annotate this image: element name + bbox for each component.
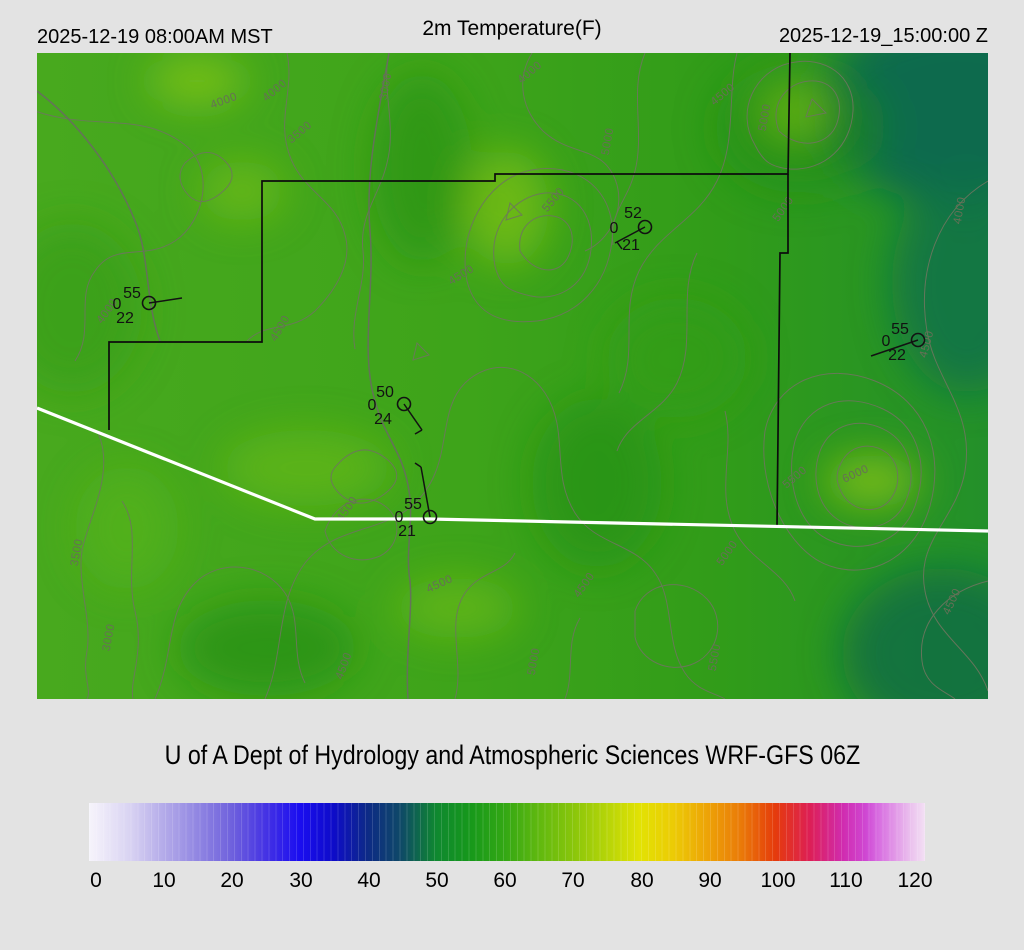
highway-line xyxy=(37,406,988,533)
page-title: 2m Temperature(F) xyxy=(422,17,602,40)
wind-barb-tick xyxy=(616,241,623,250)
svg-text:5000: 5000 xyxy=(600,127,617,156)
tick-label: 50 xyxy=(425,869,449,892)
station-circle xyxy=(422,509,438,525)
station-plot-west: 55 0 22 xyxy=(113,285,183,327)
credit-text: U of A Dept of Hydrology and Atmospheric… xyxy=(164,740,860,770)
station-center-value: 0 xyxy=(368,397,377,414)
svg-text:3000: 3000 xyxy=(101,623,118,652)
tick-label: 40 xyxy=(357,869,381,892)
station-dewpoint: 21 xyxy=(622,237,640,254)
wind-barb xyxy=(870,339,919,357)
station-temp: 55 xyxy=(404,496,422,513)
tick-label: 90 xyxy=(698,869,722,892)
temperature-shading xyxy=(37,53,988,699)
tick-label: 60 xyxy=(493,869,517,892)
station-dewpoint: 22 xyxy=(116,310,134,327)
station-dewpoint: 21 xyxy=(398,523,416,540)
tick-label: 70 xyxy=(561,869,585,892)
wind-barb xyxy=(403,403,423,431)
tick-label: 110 xyxy=(829,869,863,892)
svg-text:4000: 4000 xyxy=(952,196,969,225)
county-boundary xyxy=(108,53,791,528)
svg-text:5000: 5000 xyxy=(526,647,543,676)
temperature-map: 4000 4000 3500 3000 4000 5000 5500 4500 … xyxy=(37,53,988,699)
temperature-colorbar: 0 10 20 30 40 50 60 70 80 90 100 110 120 xyxy=(89,803,933,895)
tick-label: 80 xyxy=(630,869,654,892)
colorbar-gradient xyxy=(89,803,925,861)
station-temp: 50 xyxy=(376,384,394,401)
colorbar-tick-labels: 0 10 20 30 40 50 60 70 80 90 100 110 120 xyxy=(89,869,932,895)
station-circle xyxy=(637,219,653,235)
station-plot-north-center: 52 0 21 xyxy=(610,205,653,254)
tick-label: 100 xyxy=(760,869,796,892)
station-center-value: 0 xyxy=(113,296,122,313)
svg-text:3500: 3500 xyxy=(69,538,86,567)
station-plot-center: 50 0 24 xyxy=(368,384,423,435)
station-temp: 52 xyxy=(624,205,642,222)
tick-label: 0 xyxy=(90,869,102,892)
wind-barb-tick xyxy=(414,462,422,468)
tick-label: 120 xyxy=(897,869,933,892)
station-plot-south-center: 55 0 21 xyxy=(395,462,438,540)
credit-line: U of A Dept of Hydrology and Atmospheric… xyxy=(0,740,1024,771)
station-circle xyxy=(141,295,157,311)
station-dewpoint: 24 xyxy=(374,411,392,428)
station-plot-east: 55 0 22 xyxy=(870,321,926,364)
station-center-value: 0 xyxy=(610,220,619,237)
tick-label: 10 xyxy=(152,869,176,892)
wind-barb xyxy=(420,466,431,518)
station-circle xyxy=(910,332,926,348)
tick-label: 30 xyxy=(289,869,313,892)
svg-text:5500: 5500 xyxy=(707,643,724,672)
river-lines xyxy=(37,53,412,699)
utc-timestamp: 2025-12-19_15:00:00 Z xyxy=(778,25,988,47)
station-center-value: 0 xyxy=(882,333,891,350)
local-timestamp: 2025-12-19 08:00AM MST xyxy=(37,26,273,48)
station-temp: 55 xyxy=(123,285,141,302)
svg-text:3000: 3000 xyxy=(378,72,395,101)
wind-barb-tick xyxy=(414,429,423,435)
station-center-value: 0 xyxy=(395,509,404,526)
map-canvas: 4000 4000 3500 3000 4000 5000 5500 4500 … xyxy=(37,53,988,699)
station-circle xyxy=(396,396,412,412)
tick-label: 20 xyxy=(220,869,244,892)
station-temp: 55 xyxy=(891,321,909,338)
elevation-contours xyxy=(37,53,988,699)
svg-text:5000: 5000 xyxy=(757,103,774,132)
wind-barb xyxy=(614,226,646,244)
station-dewpoint: 22 xyxy=(888,347,906,364)
wind-barb xyxy=(148,297,183,304)
